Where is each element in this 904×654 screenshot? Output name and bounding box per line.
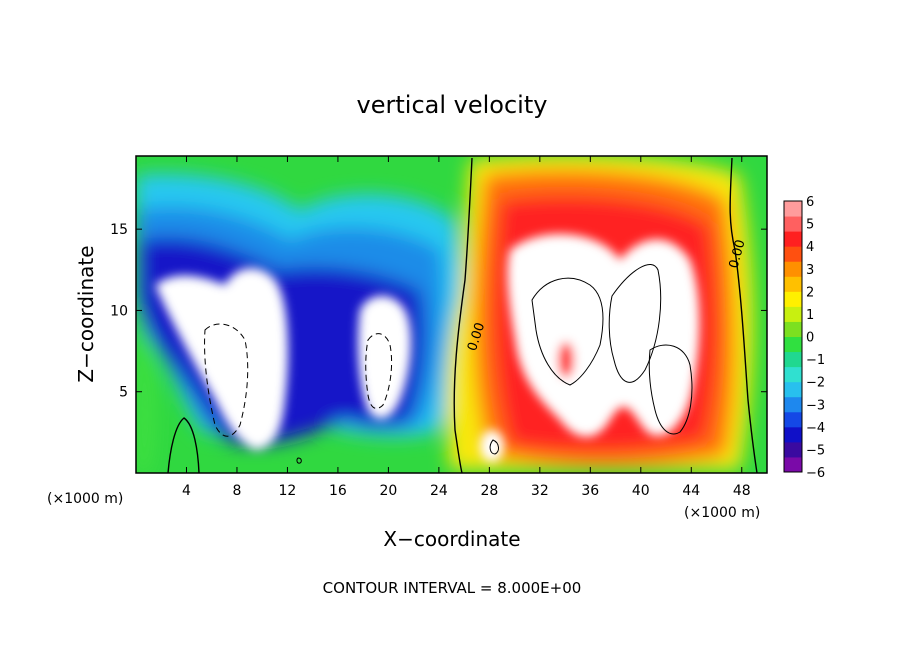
colorbar-segment	[784, 381, 802, 398]
small-contour-left	[167, 417, 200, 473]
zero-contour-mid	[453, 157, 473, 473]
colorbar-label: 6	[806, 195, 814, 210]
colorbar-segment	[784, 441, 802, 458]
plot-frame	[135, 155, 768, 474]
chart-title: vertical velocity	[357, 91, 548, 119]
colorbar-segment	[784, 411, 802, 428]
contour-lines	[167, 157, 758, 473]
x-unit-left: (×1000 m)	[47, 491, 123, 507]
x-tick-label: 20	[379, 483, 397, 499]
colorbar-label: −4	[806, 421, 825, 436]
x-tick-label: 24	[430, 483, 448, 499]
updraft-contour-1	[531, 277, 604, 386]
x-tick-label: 28	[480, 483, 498, 499]
y-axis-label: Z−coordinate	[74, 245, 98, 382]
colorbar: 6 5 4 3 2 1 0 −1 −2 −3 −4 −5 −6	[783, 195, 825, 481]
contour-interval-footer: CONTOUR INTERVAL = 8.000E+00	[323, 579, 582, 597]
x-tick-label: 44	[682, 483, 700, 499]
downdraft-core-white-2	[358, 295, 412, 419]
colorbar-segment	[784, 321, 802, 337]
small-updraft-core	[480, 430, 504, 462]
colorbar-label: 2	[806, 285, 814, 300]
colorbar-label: −1	[806, 353, 825, 368]
x-tick-label: 12	[279, 483, 297, 499]
colorbar-label: 1	[806, 308, 814, 323]
updraft-contour-2	[608, 264, 662, 383]
colorbar-segment	[784, 261, 802, 277]
x-axis-label: X−coordinate	[383, 527, 520, 551]
colorbar-label: −2	[806, 376, 825, 391]
colorbar-segment	[784, 291, 802, 307]
x-tick-label: 4	[182, 483, 191, 499]
y-tick-label: 10	[110, 303, 128, 319]
zero-contour-right	[729, 157, 758, 473]
small-contour-28	[489, 439, 499, 455]
updraft-core-white	[507, 233, 700, 437]
colorbar-label: 5	[806, 218, 814, 233]
colorbar-segment	[784, 351, 802, 368]
colorbar-frame	[783, 200, 803, 473]
x-axis: 4 8 12 16 20 24 28 32 36 40 44 48	[182, 156, 751, 499]
updraft-red-patch	[558, 342, 574, 378]
colorbar-label: 4	[806, 240, 814, 255]
small-contour-12	[296, 457, 302, 464]
colorbar-segment	[784, 426, 802, 443]
colorbar-segment	[784, 216, 802, 232]
x-tick-label: 8	[232, 483, 241, 499]
colorbar-segment	[784, 396, 802, 413]
colorbar-label: 3	[806, 263, 814, 278]
downdraft-contour-1	[204, 323, 249, 437]
x-tick-label: 36	[581, 483, 599, 499]
y-tick-label: 15	[110, 222, 128, 238]
downdraft-core-white-1	[155, 268, 288, 450]
left-edge-green	[136, 300, 155, 473]
downdraft-contour-2	[365, 333, 393, 409]
colorbar-segment	[784, 336, 802, 353]
colorbar-segment	[784, 231, 802, 247]
colorbar-label: −6	[806, 466, 825, 481]
x-unit-right: (×1000 m)	[684, 505, 760, 521]
colorbar-label: −5	[806, 443, 825, 458]
colorbar-label: 0	[806, 331, 814, 346]
x-tick-label: 32	[531, 483, 549, 499]
contour-label-right: 0.00	[727, 238, 749, 270]
plot-area: 0.00 0.00	[136, 156, 767, 473]
colorbar-segment	[784, 306, 802, 322]
y-axis: 5 10 15	[110, 222, 767, 401]
x-tick-label: 48	[733, 483, 751, 499]
colorbar-segment	[784, 366, 802, 383]
colorbar-segment	[784, 201, 802, 217]
x-tick-label: 16	[329, 483, 347, 499]
colorbar-segment	[784, 276, 802, 292]
colorbar-segment	[784, 456, 802, 473]
y-tick-label: 5	[119, 385, 128, 401]
updraft-contour-3	[648, 344, 693, 435]
colorbar-segment	[784, 246, 802, 262]
x-tick-label: 40	[632, 483, 650, 499]
colorbar-label: −3	[806, 398, 825, 413]
